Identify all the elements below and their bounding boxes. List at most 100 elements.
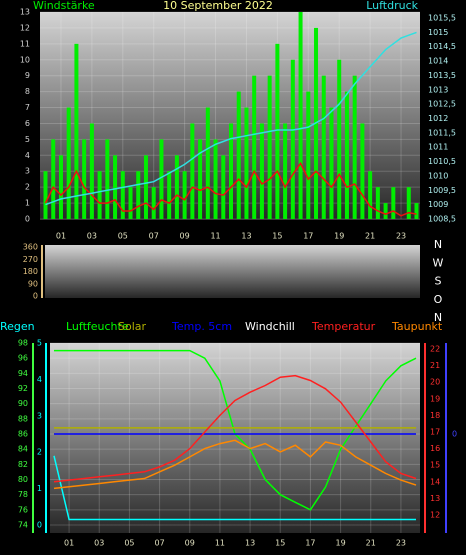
direction-label: N	[434, 238, 442, 251]
y2-tick-label: 1014,5	[428, 42, 456, 51]
y-tick-label: 9	[25, 71, 30, 80]
wind-bar	[236, 91, 241, 219]
legend-entry: Regen	[0, 320, 35, 333]
wind-bar	[306, 91, 311, 219]
wind-bar	[275, 43, 280, 219]
legend-entry: Luftfeuchte	[66, 320, 129, 333]
y2-tick-label: 15	[430, 461, 440, 470]
y2-tick-label: 18	[430, 411, 440, 420]
wind-bar	[182, 171, 187, 219]
wind-bar	[360, 123, 365, 219]
y-tick-label: 4	[25, 151, 30, 160]
y2-tick-label: 1009,5	[428, 186, 456, 195]
series-line	[53, 374, 417, 483]
wind-bar	[51, 139, 56, 219]
y-tick-label: 12	[20, 23, 30, 32]
wind-bar	[174, 155, 179, 219]
y-tick-label: 0	[25, 215, 30, 224]
wind-axis-title: Windstärke	[33, 0, 95, 12]
x-tick-label: 21	[366, 539, 376, 548]
y2-tick-label: 12	[430, 511, 440, 520]
y-tick-label: 5	[25, 135, 30, 144]
wind-bar	[97, 171, 102, 219]
wind-bar	[205, 107, 210, 219]
wind-bar	[344, 91, 349, 219]
wind-bar	[151, 187, 156, 219]
direction-label: S	[435, 275, 442, 288]
wind-bar	[167, 171, 172, 219]
y-tick-label: 360	[23, 243, 38, 252]
x-tick-label: 05	[118, 232, 128, 241]
x-tick-label: 07	[154, 539, 164, 548]
legend-entry: Temperatur	[311, 320, 376, 333]
y-tick-label: 7	[25, 103, 30, 112]
wind-bar	[113, 155, 118, 219]
y-tick-label: 11	[20, 39, 30, 48]
series-line	[53, 455, 416, 521]
y2-tick-label: 1012,5	[428, 100, 456, 109]
wind-bar	[321, 75, 326, 219]
series-line	[45, 31, 417, 206]
y2-tick-label: 1014	[428, 57, 448, 66]
direction-label: O	[434, 293, 443, 306]
y3-tick-label: 4	[37, 375, 42, 384]
y3-tick-label: 1	[37, 484, 42, 493]
y-tick-label: 82	[18, 460, 28, 469]
y-tick-label: 76	[18, 505, 28, 514]
wind-bar	[290, 59, 295, 220]
direction-label: W	[433, 256, 444, 269]
y2-tick-label: 13	[430, 494, 440, 503]
y-tick-label: 78	[18, 490, 28, 499]
y3-tick-label: 3	[37, 411, 42, 420]
y3-tick-label: 5	[37, 339, 42, 348]
y-tick-label: 96	[18, 354, 28, 363]
y-tick-label: 80	[18, 475, 28, 484]
x-tick-label: 03	[94, 539, 104, 548]
y-tick-label: 98	[18, 339, 28, 348]
wind-bar	[383, 203, 388, 219]
series-line	[53, 439, 417, 490]
y2-tick-label: 1012	[428, 114, 448, 123]
wind-bar	[368, 171, 373, 219]
wind-bar	[128, 187, 133, 219]
x-tick-label: 03	[87, 232, 97, 241]
y2-tick-label: 1009	[428, 200, 448, 209]
y2-tick-label: 22	[430, 345, 440, 354]
x-tick-label: 13	[241, 232, 251, 241]
x-tick-label: 09	[180, 232, 190, 241]
y2-tick-label: 20	[430, 378, 440, 387]
y-tick-label: 94	[18, 369, 28, 378]
y2-tick-label: 1011,5	[428, 128, 456, 137]
x-tick-label: 01	[56, 232, 66, 241]
wind-bar	[221, 155, 226, 219]
y-tick-label: 92	[18, 384, 28, 393]
y2-tick-label: 1011	[428, 143, 448, 152]
y-tick-label: 6	[25, 119, 30, 128]
y-tick-label: 8	[25, 87, 30, 96]
direction-label: N	[434, 311, 442, 324]
y2-tick-label: 1015	[428, 28, 448, 37]
x-tick-label: 11	[210, 232, 220, 241]
y2-tick-label: 1013	[428, 85, 448, 94]
wind-bar	[352, 75, 357, 219]
x-tick-label: 05	[124, 539, 134, 548]
y-tick-label: 0	[33, 292, 38, 301]
y3-tick-label: 2	[37, 448, 42, 457]
wind-bar	[283, 123, 288, 219]
wind-bar	[252, 75, 257, 219]
x-tick-label: 21	[365, 232, 375, 241]
pressure-axis-title: Luftdruck	[366, 0, 418, 12]
x-tick-label: 07	[149, 232, 159, 241]
x-tick-label: 23	[396, 232, 406, 241]
wind-bar	[244, 107, 249, 219]
y-tick-label: 3	[25, 167, 30, 176]
y-tick-label: 84	[18, 445, 28, 454]
legend-entry: Taupunkt	[391, 320, 443, 333]
y2-tick-label: 16	[430, 444, 440, 453]
direction-plot-area	[45, 245, 420, 298]
wind-bar	[259, 123, 264, 219]
wind-bar	[74, 43, 79, 219]
y2-tick-label: 17	[430, 428, 440, 437]
legend-entry: Solar	[118, 320, 147, 333]
